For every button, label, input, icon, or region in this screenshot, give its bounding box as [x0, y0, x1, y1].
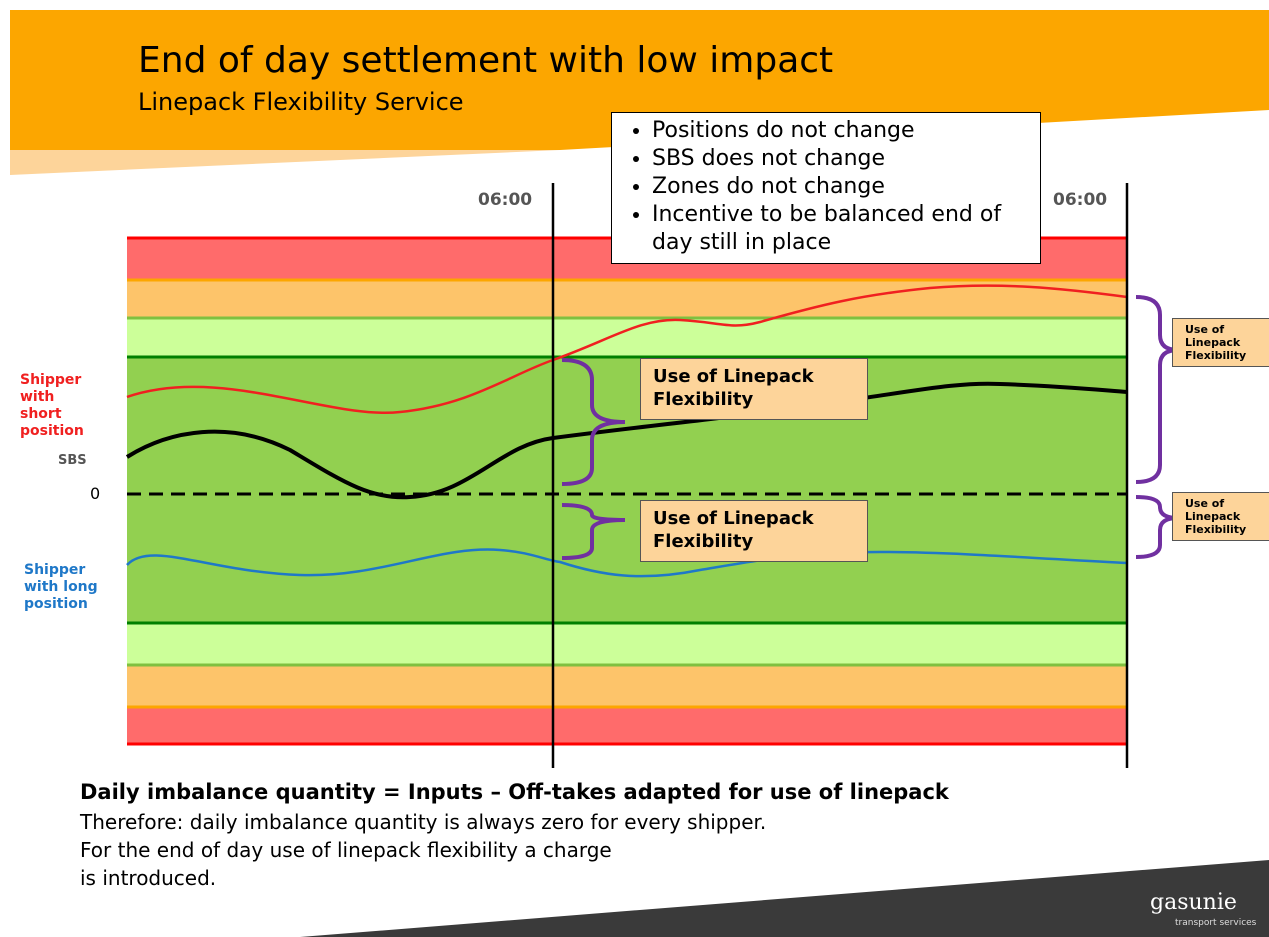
footer-heading: Daily imbalance quantity = Inputs – Off-…: [80, 780, 949, 804]
zero-label: 0: [90, 484, 101, 503]
footer-line: is introduced.: [80, 866, 217, 890]
band-lightgreen: [127, 318, 1127, 357]
band-orange: [127, 665, 1127, 707]
logo-name: gasunie: [1150, 890, 1237, 915]
band-red: [127, 707, 1127, 745]
callout: Use of Linepack Flexibility: [640, 358, 868, 420]
bullet: Incentive to be balanced end of day stil…: [652, 201, 1026, 257]
logo-tagline: transport services: [1175, 918, 1257, 928]
footer-line: For the end of day use of linepack flexi…: [80, 838, 612, 862]
sbs-curve: [125, 381, 1128, 500]
bullet: SBS does not change: [652, 145, 1026, 173]
band-lightgreen: [127, 623, 1127, 665]
callout: Use of Linepack Flexibility: [1172, 318, 1269, 367]
time-label: 06:00: [478, 190, 533, 210]
bullet: Zones do not change: [652, 173, 1026, 201]
bullet-box: Positions do not change SBS does not cha…: [611, 112, 1041, 264]
footer-line: Therefore: daily imbalance quantity is a…: [80, 810, 767, 834]
band-green: [127, 357, 1127, 623]
footer-text: Therefore: daily imbalance quantity is a…: [80, 808, 766, 892]
callout: Use of Linepack Flexibility: [1172, 492, 1269, 541]
long-curve: [126, 548, 1128, 578]
title: End of day settlement with low impact: [138, 40, 834, 81]
time-label: 06:00: [1053, 190, 1108, 210]
long-label: Shipper with long position: [24, 562, 98, 612]
sbs-label: SBS: [58, 453, 87, 468]
header-stripe: [10, 150, 560, 175]
callout: Use of Linepack Flexibility: [640, 500, 868, 562]
short-label: Shipper with short position: [20, 372, 84, 439]
short-curve: [126, 284, 1128, 415]
bullet: Positions do not change: [652, 117, 1026, 145]
subtitle: Linepack Flexibility Service: [138, 88, 464, 116]
